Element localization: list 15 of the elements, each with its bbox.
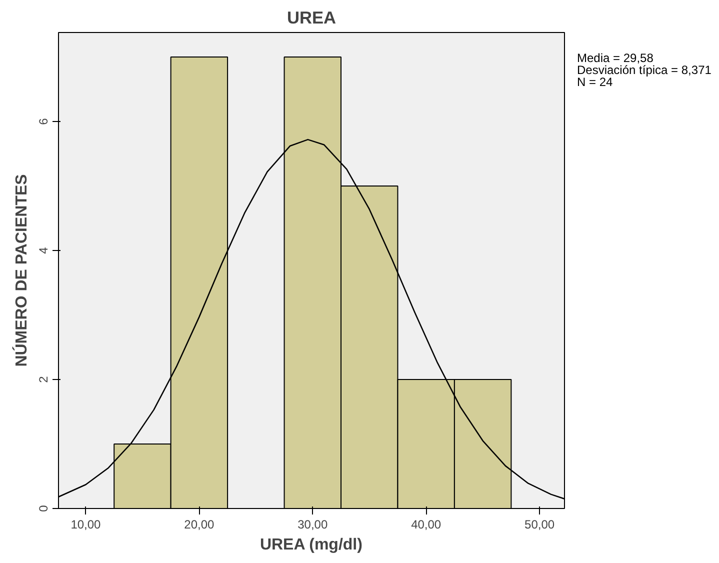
- x-axis-title: UREA (mg/dl): [260, 536, 362, 554]
- y-axis-title: NÚMERO DE PACIENTES: [12, 174, 30, 367]
- text: N = 24: [577, 75, 613, 89]
- text: Desviación típica = 8,371: [577, 63, 712, 77]
- text: Media = 29,58: [577, 51, 654, 65]
- x-tick-label: 30,00: [298, 518, 328, 532]
- x-tick-label: 40,00: [411, 518, 442, 532]
- y-tick-label: 0: [36, 504, 50, 512]
- x-tick-label: 10,00: [70, 518, 102, 532]
- y-tick-label: 2: [36, 376, 50, 383]
- chart-title: UREA: [286, 8, 337, 28]
- x-tick-label: 20,00: [184, 518, 215, 532]
- y-tick-label: 6: [36, 118, 50, 125]
- x-tick-label: 50,00: [524, 518, 555, 532]
- y-tick-label: 4: [36, 246, 50, 254]
